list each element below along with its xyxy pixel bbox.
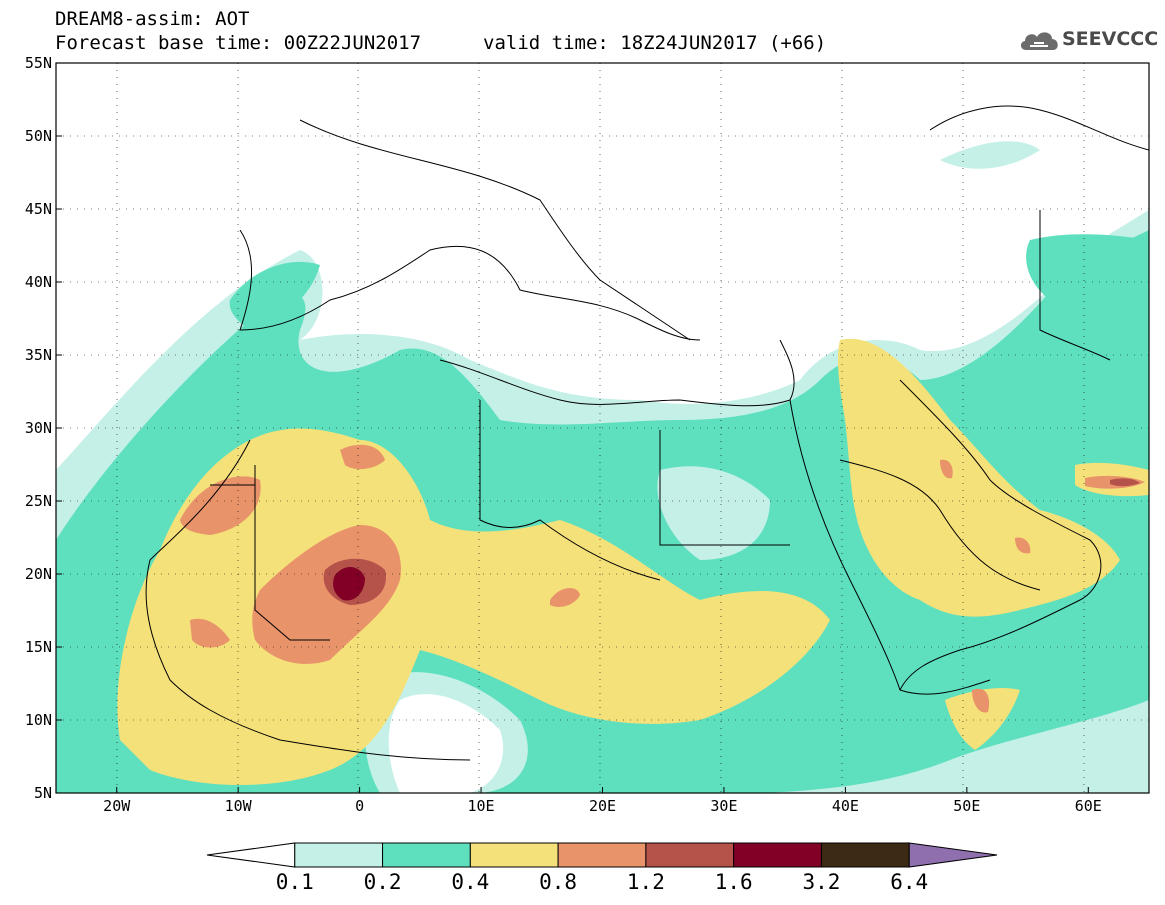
aot-gap-west-africa-white: [388, 694, 504, 793]
aot-contour-0.8-senegal: [190, 618, 230, 648]
colorbar-label: 6.4: [890, 870, 928, 894]
aot-contour-0.8-kuwait: [940, 459, 953, 479]
lon-axis: 20W 10W 0 10E 20E 30E 40E 50E 60E: [103, 787, 1102, 815]
map-title: DREAM8-assim: AOT: [55, 8, 250, 30]
lon-tick-label: 20E: [589, 797, 616, 815]
colorbar-label: 0.8: [539, 870, 577, 894]
valid-time: valid time: 18Z24JUN2017 (+66): [483, 32, 827, 54]
lon-tick-label: 50E: [953, 797, 980, 815]
lat-tick-label: 40N: [25, 273, 52, 291]
lat-tick-label: 50N: [25, 127, 52, 145]
colorbar-label: 1.2: [627, 870, 665, 894]
colorbar-label: 1.6: [715, 870, 753, 894]
lat-tick-label: 20N: [25, 565, 52, 583]
colorbar-swatch: [908, 842, 998, 868]
lat-tick-label: 45N: [25, 200, 52, 218]
aot-contour-0.1-north: [940, 141, 1040, 169]
aot-contour-0.4-sahara: [117, 428, 831, 785]
aot-contour-1.6-mali: [333, 567, 365, 601]
colorbar: 0.1 0.2 0.4 0.8 1.2 1.6 3.2 6.4: [206, 842, 998, 894]
lon-tick-label: 30E: [710, 797, 737, 815]
aot-contour-0.4-arabia: [837, 338, 1120, 617]
lat-tick-label: 55N: [25, 54, 52, 72]
lat-tick-label: 25N: [25, 492, 52, 510]
lon-tick-label: 10W: [225, 797, 253, 815]
logo-text: SEEVCCC: [1062, 28, 1159, 50]
lon-tick-label: 40E: [832, 797, 859, 815]
colorbar-label: 3.2: [802, 870, 840, 894]
coastlines: [145, 105, 1149, 761]
forecast-base-time: Forecast base time: 00Z22JUN2017: [55, 32, 422, 54]
lat-tick-label: 10N: [25, 711, 52, 729]
colorbar-label: 0.4: [451, 870, 489, 894]
colorbar-swatch: [557, 842, 647, 868]
lon-tick-label: 0: [355, 797, 364, 815]
colorbar-label: 0.2: [364, 870, 402, 894]
colorbar-swatch: [206, 842, 296, 868]
lat-axis: 55N 50N 45N 40N 35N 30N 25N 20N 15N 10N 5N: [25, 54, 62, 802]
lon-tick-label: 20W: [103, 797, 131, 815]
colorbar-swatch: [294, 842, 384, 868]
lon-tick-label: 10E: [468, 797, 495, 815]
lat-tick-label: 15N: [25, 638, 52, 656]
aot-contour-0.2-iberia: [229, 261, 320, 330]
lon-tick-label: 60E: [1075, 797, 1102, 815]
aot-contour-0.2-caspian: [1026, 234, 1149, 330]
colorbar-swatch: [733, 842, 822, 868]
cloud-icon: [1020, 32, 1058, 50]
aot-contour-0.8-mauritania: [180, 476, 261, 535]
lat-tick-label: 5N: [34, 784, 52, 802]
colorbar-label: 0.1: [276, 870, 314, 894]
aot-gap-libya: [657, 466, 770, 560]
colorbar-swatch: [820, 842, 910, 868]
aot-contour-0.4-somalia: [945, 688, 1020, 750]
aot-contour-0.8-algeria: [340, 444, 385, 470]
colorbar-swatch: [645, 842, 735, 868]
aot-contour-1.2-pakistan: [1110, 478, 1140, 487]
colorbar-swatch: [382, 842, 471, 868]
aot-field: [56, 63, 1149, 793]
aot-contour-0.8-chad: [550, 588, 580, 607]
lat-tick-label: 30N: [25, 419, 52, 437]
aot-contour-0.8-oman: [1015, 537, 1031, 554]
colorbar-swatch: [469, 842, 559, 868]
lat-tick-label: 35N: [25, 346, 52, 364]
seevccc-logo: SEEVCCC: [1018, 22, 1158, 56]
aot-contour-0.8-somalia: [972, 688, 990, 713]
graticule: [56, 63, 1149, 793]
